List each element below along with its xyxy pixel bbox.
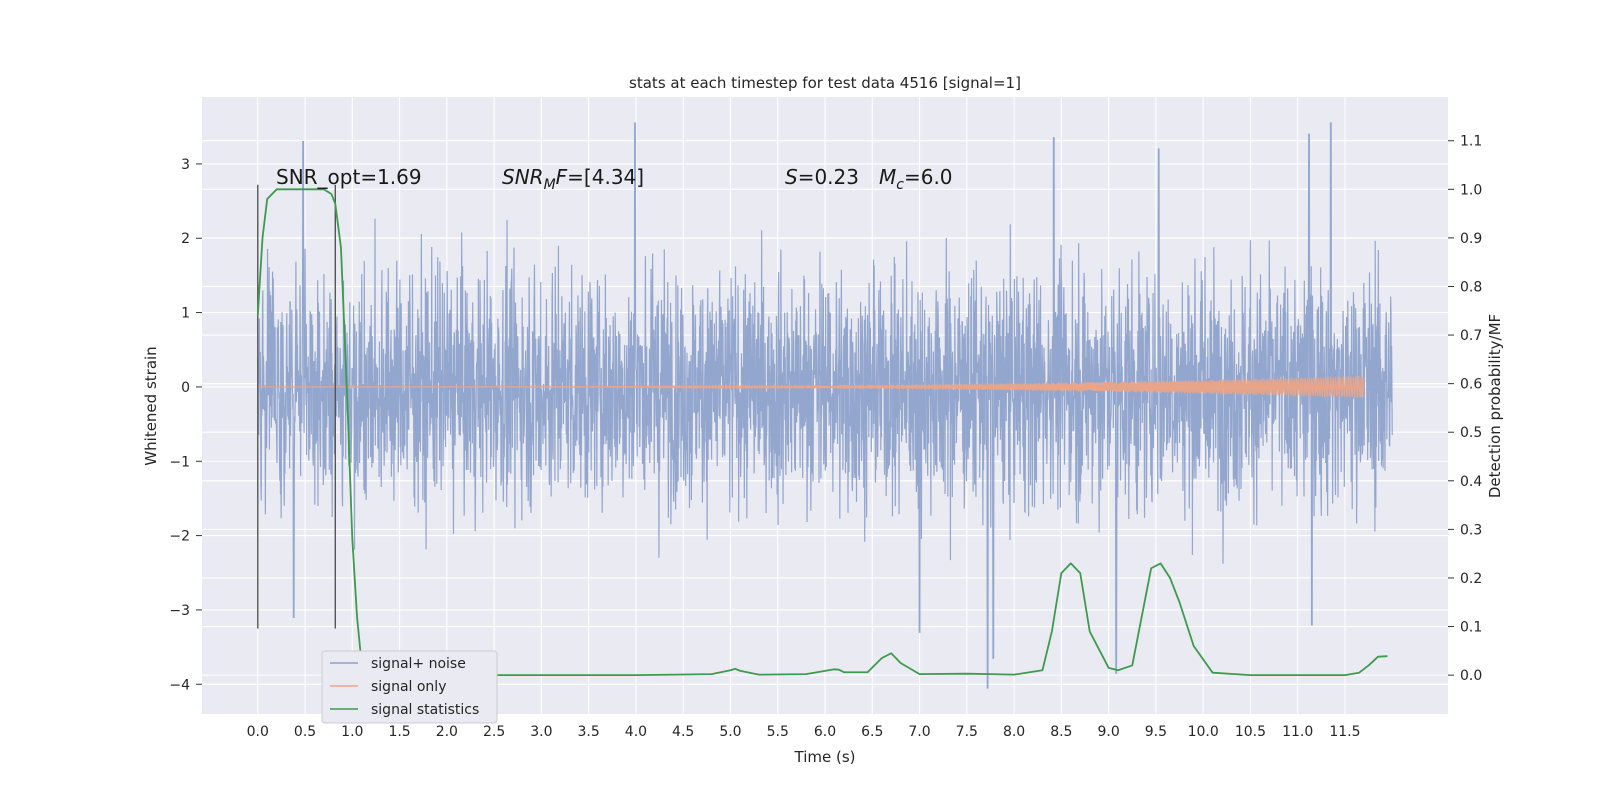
legend-label-noise: signal+ noise xyxy=(371,656,466,672)
noise-line xyxy=(257,122,1393,689)
x-axis-label: Time (s) xyxy=(794,748,856,766)
y-tick-label: −4 xyxy=(169,677,190,693)
signal-statistics-series xyxy=(256,188,1388,677)
noise-series xyxy=(257,122,1393,689)
signal-only-series xyxy=(257,375,1365,398)
x-tick-label: 1.0 xyxy=(341,724,363,740)
x-tick-label: 0.5 xyxy=(294,724,316,740)
y2-tick-label: 0.8 xyxy=(1460,279,1482,295)
y-tick-label: 1 xyxy=(181,306,190,322)
y-tick-label: −2 xyxy=(169,529,190,545)
y-tick-label: −1 xyxy=(169,454,190,470)
y-tick-label: 0 xyxy=(181,380,190,396)
x-tick-label: 0.0 xyxy=(247,724,269,740)
y2-tick-label: 0.1 xyxy=(1460,620,1482,636)
x-tick-label: 10.0 xyxy=(1188,724,1219,740)
signal-only-line xyxy=(257,375,1365,398)
legend-label-signal: signal only xyxy=(371,679,446,695)
y2-tick-label: 0.3 xyxy=(1460,522,1482,538)
y2-tick-label: 0.6 xyxy=(1460,377,1482,393)
y2-axis-label: Detection probability/MF xyxy=(1486,314,1504,498)
x-tick-label: 4.0 xyxy=(625,724,647,740)
annotation-snr-mf: SNRMF=[4.34] xyxy=(502,165,644,193)
x-tick-labels: 0.0 0.5 1.0 1.5 2.0 2.5 3.0 3.5 4.0 4.5 5.0 5.5 6.0 6… xyxy=(247,724,1361,740)
y2-tick-label: 0.5 xyxy=(1460,425,1482,441)
x-tick-label: 3.0 xyxy=(530,724,552,740)
y2-tick-label: 0.7 xyxy=(1460,328,1482,344)
y-tick-labels: 3 2 1 0 −1 −2 −3 −4 xyxy=(169,157,202,693)
y2-tick-label: 0.9 xyxy=(1460,231,1482,247)
x-tick-label: 5.0 xyxy=(719,724,741,740)
y2-tick-label: 1.1 xyxy=(1460,134,1482,150)
y2-tick-label: 0.0 xyxy=(1460,668,1482,684)
y-axis-label: Whitened strain xyxy=(142,346,160,465)
event-markers xyxy=(257,184,336,629)
annotations: SNR_opt=1.69 SNRMF=[4.34] S=0.23 Mc=6.0 xyxy=(276,165,953,193)
x-tick-label: 6.5 xyxy=(861,724,883,740)
x-tick-label: 7.5 xyxy=(956,724,978,740)
x-tick-label: 9.5 xyxy=(1145,724,1167,740)
x-tick-label: 4.5 xyxy=(672,724,694,740)
legend: signal+ noise signal only signal statist… xyxy=(321,650,498,724)
y2-tick-label: 1.0 xyxy=(1460,182,1482,198)
x-tick-label: 10.5 xyxy=(1235,724,1266,740)
y-tick-label: 3 xyxy=(181,157,190,173)
chart-title: stats at each timestep for test data 451… xyxy=(629,74,1021,92)
x-tick-label: 8.0 xyxy=(1003,724,1025,740)
x-tick-label: 1.5 xyxy=(388,724,410,740)
annotation-s-value: S=0.23 xyxy=(785,165,859,189)
x-tick-label: 2.0 xyxy=(436,724,458,740)
legend-box xyxy=(321,650,498,724)
x-tick-label: 2.5 xyxy=(483,724,505,740)
x-tick-label: 11.0 xyxy=(1282,724,1313,740)
y2-tick-labels: 1.1 1.0 0.9 0.8 0.7 0.6 0.5 0.4 0.3 0.2 0.1 0.0 xyxy=(1448,134,1482,684)
annotation-snr-opt: SNR_opt=1.69 xyxy=(276,165,422,189)
y-tick-label: −3 xyxy=(169,603,190,619)
y2-tick-label: 0.4 xyxy=(1460,474,1482,490)
x-tick-label: 6.0 xyxy=(814,724,836,740)
x-tick-label: 7.0 xyxy=(908,724,930,740)
x-tick-label: 8.5 xyxy=(1050,724,1072,740)
x-tick-label: 11.5 xyxy=(1329,724,1360,740)
x-tick-label: 5.5 xyxy=(767,724,789,740)
annotation-mc-value: Mc=6.0 xyxy=(879,165,953,193)
legend-label-stats: signal statistics xyxy=(371,702,479,718)
x-tick-label: 9.0 xyxy=(1097,724,1119,740)
x-tick-label: 3.5 xyxy=(578,724,600,740)
y-tick-label: 2 xyxy=(181,231,190,247)
signal-statistics-line xyxy=(256,188,1388,677)
y2-tick-label: 0.2 xyxy=(1460,571,1482,587)
